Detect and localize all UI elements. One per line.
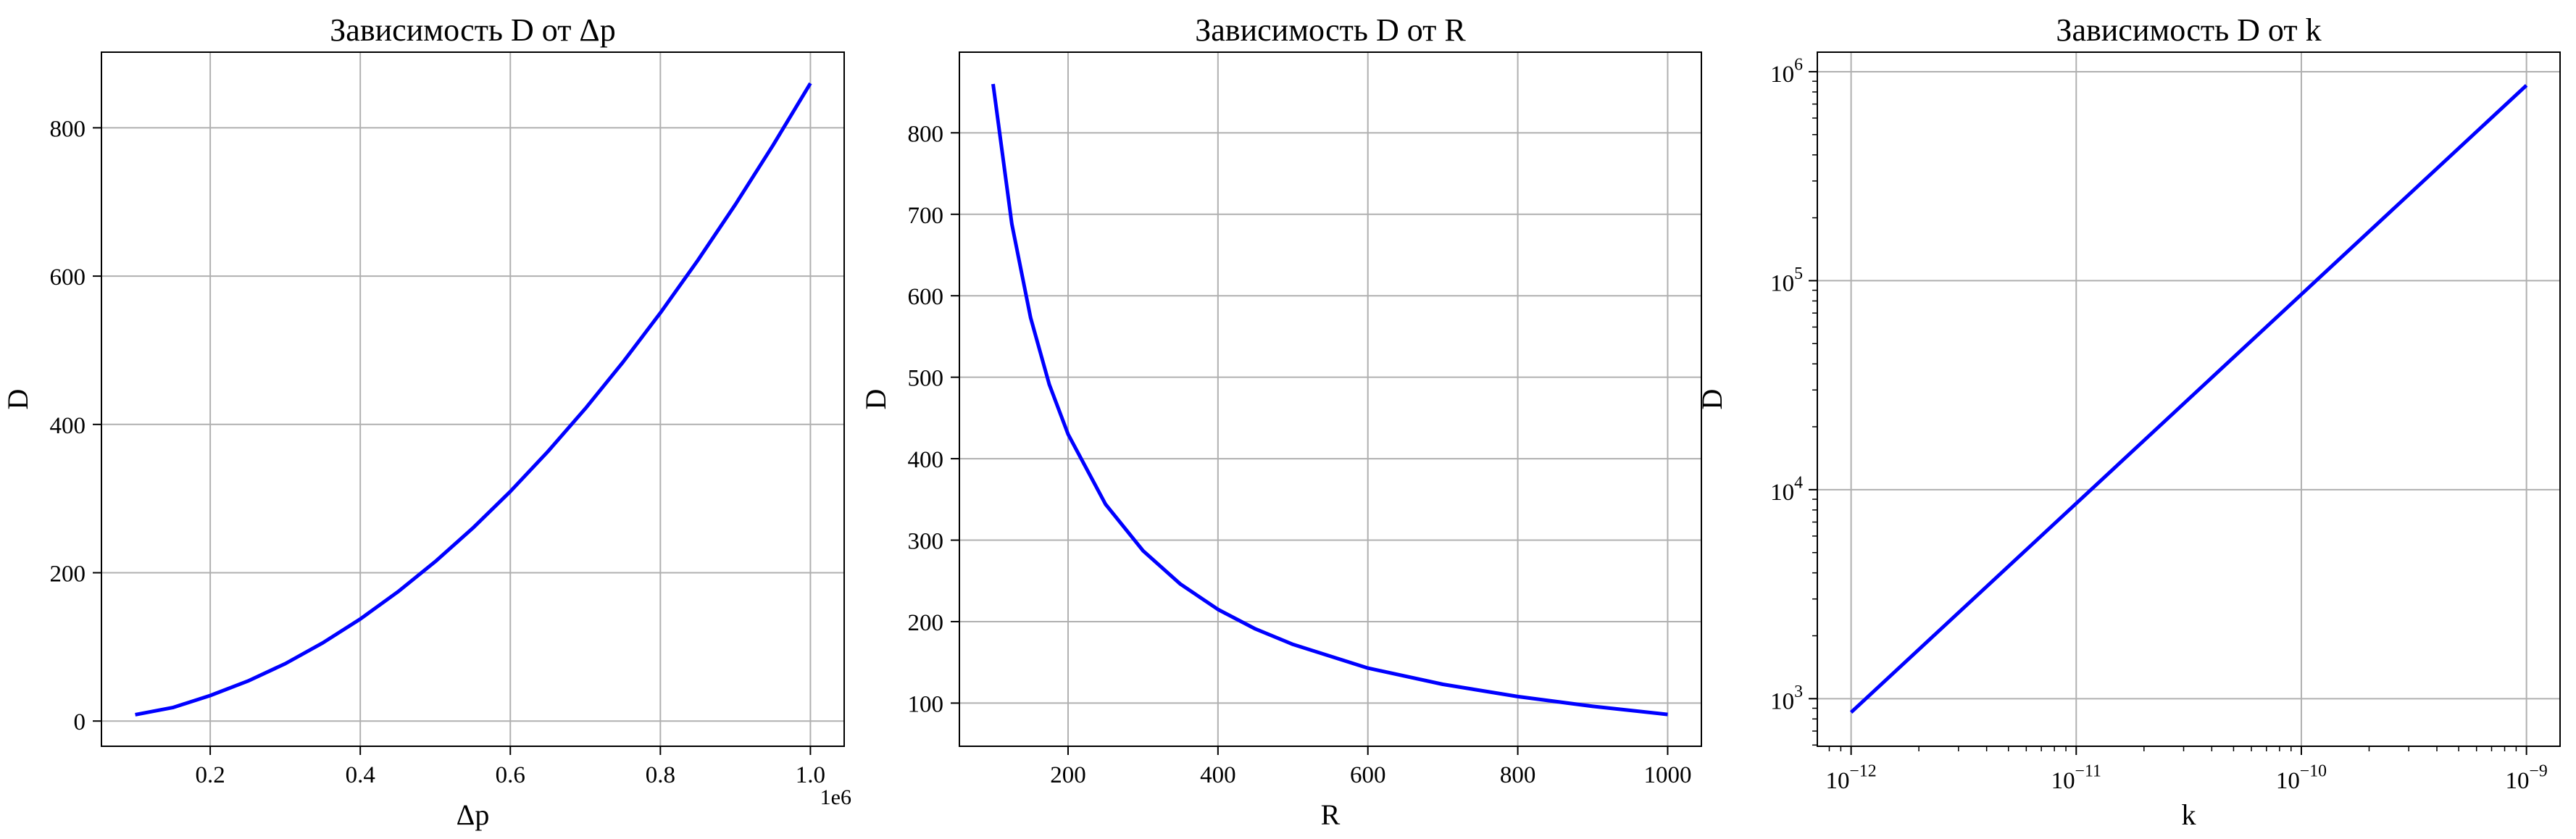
chart-title: Зависимость D от k (2056, 12, 2321, 48)
x-offset-label: 1e6 (820, 785, 851, 809)
y-tick-label: 600 (50, 264, 86, 291)
x-tick-label: 400 (1200, 762, 1236, 788)
y-tick-label: 400 (908, 447, 944, 473)
x-tick-label: 1.0 (796, 762, 825, 788)
panel-r: 200 400 600 800 1000 100 200 300 400 500 600 700 800… (859, 12, 1702, 831)
x-tick-label: 0.8 (646, 762, 675, 788)
axes-frame (1817, 51, 2561, 747)
x-tick-label: 0.6 (496, 762, 525, 788)
x-tick-label: 200 (1050, 762, 1086, 788)
x-axis-label: R (1321, 798, 1341, 831)
y-axis-label: D (1, 389, 34, 410)
axes-frame (959, 51, 1702, 747)
y-tick-label: 200 (50, 562, 86, 588)
grid (101, 52, 844, 746)
x-tick-label: 0.4 (346, 762, 375, 788)
y-tick-label: 300 (908, 529, 944, 555)
y-tick-label: 104 (1770, 473, 1803, 506)
y-axis-label: D (859, 389, 892, 410)
y-tick-label: 400 (50, 413, 86, 439)
series-line (991, 83, 1668, 717)
y-tick-label: 200 (908, 610, 944, 636)
y-tick-label: 106 (1770, 55, 1803, 88)
y-tick-label: 800 (50, 116, 86, 142)
x-tick-label: 0.2 (196, 762, 225, 788)
x-tick-label: 10−9 (2505, 762, 2547, 795)
x-tick-label: 1000 (1643, 762, 1691, 788)
x-tick-label: 600 (1350, 762, 1386, 788)
y-tick-label: 800 (908, 121, 944, 147)
axes-frame (101, 51, 845, 747)
x-tick-label: 800 (1500, 762, 1536, 788)
y-tick-label: 700 (908, 203, 944, 229)
panel-k: 10−12 10−11 10−10 10−9 103 104 105 106 Зависимос… (1696, 12, 2561, 831)
series-line (1849, 83, 2528, 714)
chart-title: Зависимость D от Δp (330, 12, 615, 48)
y-tick-label: 0 (74, 709, 86, 735)
y-tick-label: 500 (908, 366, 944, 392)
grid (1817, 52, 2560, 746)
y-tick-label: 105 (1770, 264, 1803, 297)
y-tick-label: 600 (908, 284, 944, 310)
chart-title: Зависимость D от R (1195, 12, 1466, 48)
y-axis-label: D (1696, 389, 1728, 410)
grid (959, 52, 1701, 746)
series-line (135, 82, 812, 717)
x-axis-label: Δp (457, 798, 490, 831)
x-tick-label: 10−11 (2051, 762, 2101, 795)
x-tick-label: 10−10 (2276, 762, 2327, 795)
x-axis-label: k (2182, 798, 2196, 831)
x-tick-label: 10−12 (1826, 762, 1877, 795)
y-tick-label: 100 (908, 691, 944, 717)
y-tick-label: 103 (1770, 683, 1803, 715)
panel-delta-p: 0.2 0.4 0.6 0.8 1.0 0 200 400 600 800 1e6 Зависимос… (1, 12, 851, 831)
